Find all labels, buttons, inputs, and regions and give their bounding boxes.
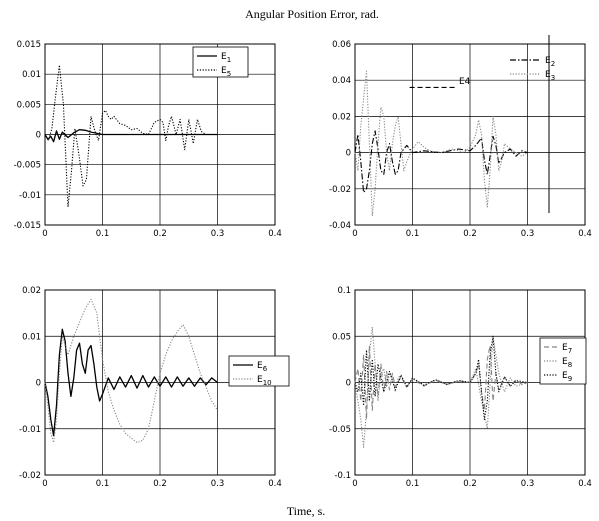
legend-4: E7 E8 E9	[539, 337, 587, 385]
y-tick-label: 0	[36, 379, 41, 389]
y-tick-label: -0.05	[329, 425, 351, 435]
legend-label-e9: E9	[562, 371, 572, 383]
x-tick-label: 0.3	[521, 229, 535, 239]
x-tick-label: 0.1	[96, 229, 110, 239]
x-tick-label: 0.2	[463, 479, 477, 489]
x-tick-label: 0	[352, 229, 357, 239]
x-tick-label: 0	[42, 229, 47, 239]
x-tick-label: 0.1	[96, 479, 110, 489]
x-tick-label: 0.1	[406, 479, 420, 489]
y-tick-label: 0.02	[332, 112, 351, 122]
y-tick-label: 0.015	[17, 40, 41, 50]
series-line-e3	[354, 70, 528, 217]
legend-label-e6: E6	[257, 361, 268, 373]
series-line-e6	[44, 328, 218, 437]
series-line-e1	[44, 129, 218, 143]
x-tick-label: 0.2	[463, 229, 477, 239]
y-tick-label: -0.005	[14, 161, 41, 171]
legend-label-e3: E3	[545, 70, 555, 82]
x-tick-label: 0.3	[211, 479, 225, 489]
y-tick-label: -0.01	[19, 425, 41, 435]
panel-3: 0 0.1 0.2 0.3 0.4 -0.02 -0.01 0 0.01 0.02	[19, 286, 282, 489]
y-tick-label: 0.02	[22, 286, 41, 296]
legend-box	[228, 355, 290, 387]
x-tick-label: 0	[42, 479, 47, 489]
y-tick-label: 0.05	[332, 332, 351, 342]
x-tick-label: 0.4	[578, 229, 592, 239]
figure-xlabel: Time, s.	[287, 504, 326, 518]
plot-frame	[354, 43, 586, 226]
y-tick-label: -0.01	[19, 191, 41, 201]
legend-label-e8: E8	[562, 357, 572, 369]
series-line-e2	[354, 130, 528, 193]
y-tick-label: -0.015	[14, 221, 41, 231]
legend-label-e4: E4	[459, 77, 471, 87]
series-line-e8	[354, 326, 528, 448]
x-tick-label: 0.4	[578, 479, 592, 489]
x-tick-label: 0	[352, 479, 357, 489]
y-tick-label: 0	[36, 131, 41, 141]
x-tick-label: 0.3	[521, 479, 535, 489]
y-tick-label: -0.02	[19, 471, 41, 481]
legend-2: E2 E3 E4	[459, 35, 555, 213]
panel-4: 0 0.1 0.2 0.3 0.4 -0.1 -0.05 0 0.05 0.1	[329, 286, 592, 489]
legend-label-e1: E1	[221, 52, 231, 64]
y-tick-label: 0.005	[17, 100, 41, 110]
x-tick-label: 0.2	[153, 479, 167, 489]
y-tick-label: -0.02	[329, 185, 351, 195]
series-line-e10	[44, 298, 218, 444]
legend-box	[192, 46, 249, 78]
panel-2: 0 0.1 0.2 0.3 0.4 -0.04 -0.02 0 0.02 0.04 0.06	[329, 40, 592, 239]
y-tick-label: 0.01	[22, 70, 41, 80]
series-line-e7	[354, 344, 528, 421]
legend-label-e5: E5	[221, 66, 231, 78]
y-tick-label: 0.06	[332, 40, 351, 50]
x-tick-label: 0.4	[268, 229, 282, 239]
y-tick-label: 0.01	[22, 332, 41, 342]
y-tick-label: -0.1	[334, 471, 351, 481]
x-tick-label: 0.3	[211, 229, 225, 239]
x-tick-label: 0.1	[406, 229, 420, 239]
series-line-e9	[354, 335, 528, 421]
y-tick-label: 0	[346, 379, 351, 389]
figure-title: Angular Position Error, rad.	[245, 7, 379, 21]
series-line-e5	[44, 64, 207, 208]
y-tick-label: -0.04	[329, 221, 351, 231]
legend-label-e2: E2	[545, 56, 555, 68]
legend-label-e7: E7	[562, 343, 572, 355]
y-tick-label: 0	[346, 149, 351, 159]
x-tick-label: 0.4	[268, 479, 282, 489]
y-tick-label: 0.04	[332, 76, 351, 86]
y-tick-label: 0.1	[337, 286, 351, 296]
x-tick-label: 0.2	[153, 229, 167, 239]
legend-label-e10: E10	[257, 375, 272, 387]
